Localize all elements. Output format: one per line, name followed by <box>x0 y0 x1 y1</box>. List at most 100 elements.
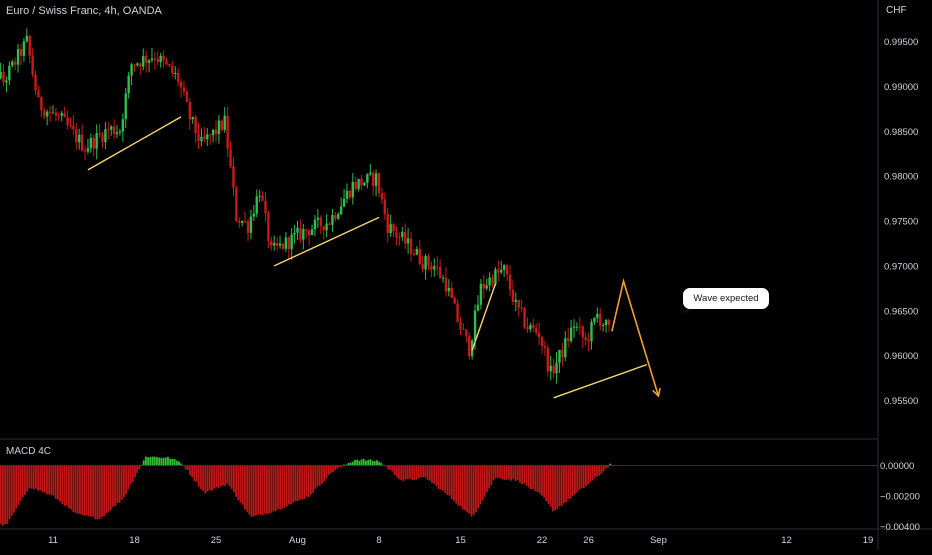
macd-bar <box>389 465 392 471</box>
macd-bar <box>492 465 495 481</box>
candle-body <box>40 97 43 111</box>
projection-path[interactable] <box>611 278 660 397</box>
trendline[interactable] <box>553 363 648 399</box>
macd-bar <box>76 465 79 514</box>
macd-tick-label: −0.00200 <box>880 492 920 503</box>
candle-body <box>31 55 34 75</box>
candle-body <box>348 190 352 198</box>
macd-bar <box>323 465 326 482</box>
macd-bar <box>530 465 532 490</box>
macd-bar <box>235 465 238 497</box>
macd-bar <box>266 465 268 515</box>
candle-body <box>302 229 305 240</box>
trendline[interactable] <box>87 116 182 171</box>
macd-bar <box>237 465 240 501</box>
drawings-layer[interactable] <box>87 116 700 399</box>
macd-bar <box>151 456 154 466</box>
macd-bar <box>65 465 68 506</box>
macd-bar <box>596 465 598 477</box>
macd-bar <box>505 465 508 480</box>
candle-body <box>104 129 107 142</box>
trendline[interactable] <box>273 216 380 267</box>
macd-bar <box>131 465 134 483</box>
macd-bar <box>435 465 438 486</box>
candle-body <box>508 274 512 290</box>
macd-bar <box>499 465 502 479</box>
macd-bar <box>136 465 139 473</box>
candle-body <box>412 253 416 255</box>
candle-body <box>179 81 183 88</box>
candle-body <box>208 134 212 136</box>
candle-body <box>75 129 78 143</box>
price-tick-label: 0.98500 <box>884 127 918 138</box>
candle-body <box>270 240 273 246</box>
chart-title: Euro / Swiss Franc, 4h, OANDA <box>6 5 162 17</box>
macd-bar <box>39 465 42 491</box>
macd-bar <box>19 465 22 501</box>
macd-bar <box>189 465 191 476</box>
macd-bar <box>369 459 372 466</box>
candle-body <box>485 285 488 289</box>
candle-body <box>290 234 293 250</box>
macd-bar <box>129 465 132 485</box>
candle-body <box>229 148 232 167</box>
time-tick-label: 19 <box>863 535 874 546</box>
macd-bar <box>329 465 332 474</box>
macd-bar <box>587 465 590 485</box>
macd-bar <box>384 465 387 467</box>
macd-bar <box>281 465 284 509</box>
macd-bar <box>312 465 315 493</box>
macd-bar <box>512 465 515 480</box>
macd-bar <box>468 465 471 514</box>
candle-body <box>188 101 192 120</box>
macd-bar <box>314 465 317 489</box>
candle-body <box>511 289 515 302</box>
macd-bar <box>547 465 550 504</box>
trendline[interactable] <box>471 283 497 351</box>
macd-bar <box>222 465 224 486</box>
macd-bar <box>50 465 53 496</box>
candle-body <box>389 224 392 234</box>
candle-body <box>383 199 387 215</box>
price-axis-currency: CHF <box>886 5 907 16</box>
macd-bar <box>57 465 59 500</box>
candle-body <box>357 178 360 189</box>
candle-body <box>168 64 171 66</box>
macd-bar <box>558 465 561 507</box>
macd-bar <box>391 465 394 472</box>
candle-body <box>121 119 125 132</box>
candle-body <box>345 190 349 199</box>
macd-bar <box>74 465 77 513</box>
candle-body <box>60 113 63 116</box>
wave-expected-callout[interactable]: Wave expected <box>683 288 769 309</box>
macd-bar <box>343 464 345 466</box>
candle-body <box>83 150 87 152</box>
candle-body <box>165 60 168 65</box>
macd-bar <box>200 465 202 489</box>
candle-body <box>569 327 573 342</box>
time-tick-label: 18 <box>129 535 140 546</box>
macd-bar <box>461 465 464 510</box>
macd-bar <box>516 465 519 480</box>
candle-body <box>243 221 247 223</box>
macd-bar <box>543 465 546 498</box>
candle-body <box>587 339 590 342</box>
macd-bar <box>206 465 209 492</box>
macd-bar <box>191 465 194 478</box>
candle-body <box>520 307 523 309</box>
price-tick-label: 0.99000 <box>884 82 918 93</box>
macd-bar <box>426 465 429 480</box>
macd-bar <box>145 456 147 466</box>
candle-body <box>305 229 308 231</box>
macd-bar <box>442 465 444 491</box>
candle-body <box>220 120 224 130</box>
macd-bar <box>250 465 253 517</box>
candle-body <box>69 124 72 126</box>
candle-body <box>95 133 98 149</box>
candle-body <box>162 55 165 61</box>
macd-bar <box>230 465 233 489</box>
macd-bar <box>123 465 125 498</box>
macd-bar <box>598 465 601 476</box>
